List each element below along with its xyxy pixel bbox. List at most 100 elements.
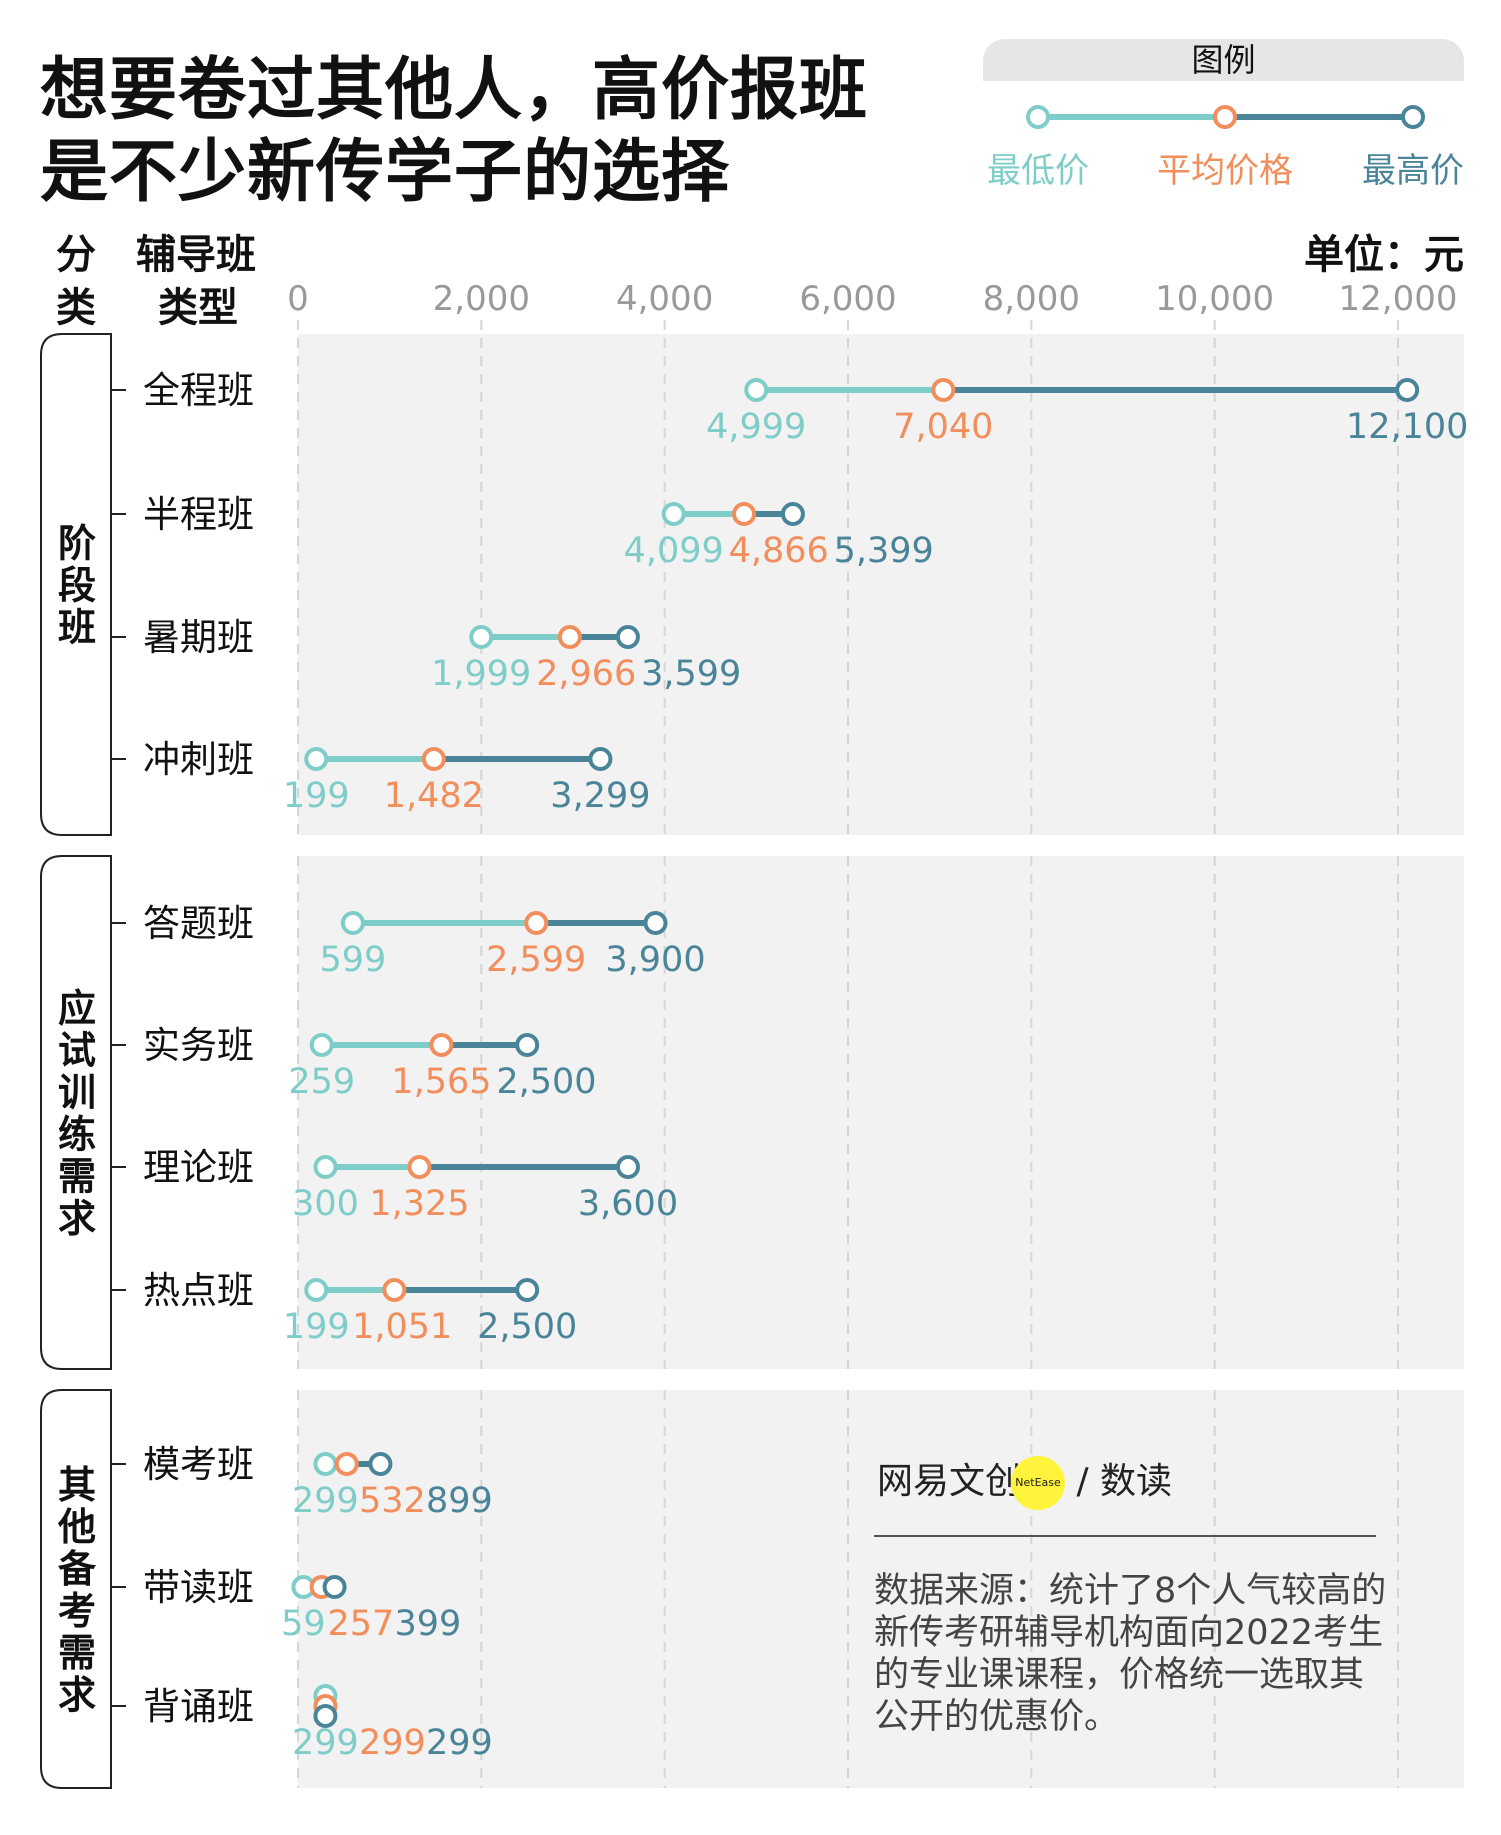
row-label: 实务班 [143,1024,254,1067]
value-label-avg: 4,866 [729,531,829,571]
value-label-max: 299 [426,1723,493,1763]
group-label-char: 训 [58,1071,96,1115]
row-label: 暑期班 [143,616,254,659]
logo-badge: NetEase [1011,1456,1066,1510]
marker-avg [382,1278,407,1302]
marker-min [661,502,686,526]
row-label: 模考班 [143,1443,254,1486]
marker-max [322,1575,347,1599]
marker-avg [524,911,549,935]
group-label-char: 其 [58,1463,96,1507]
value-label-max: 12,100 [1346,407,1468,447]
marker-max [588,747,613,771]
value-label-max: 3,900 [605,940,705,980]
marker-min [469,625,494,649]
value-label-max: 2,500 [477,1307,577,1347]
value-label-avg: 1,325 [369,1184,469,1224]
marker-avg [931,378,956,402]
panel-background [298,334,1464,835]
value-label-min: 59 [281,1604,326,1644]
logo-text: 网易文创 [877,1461,1022,1502]
group-label-char: 考 [58,1589,96,1633]
row-label: 冲刺班 [143,738,254,781]
marker-max [643,911,668,935]
value-label-avg: 2,966 [536,654,636,694]
legend-label-max: 最高价 [1362,151,1464,191]
marker-max [368,1452,393,1476]
value-label-min: 4,099 [624,531,724,571]
marker-avg [429,1033,454,1057]
x-tick-label: 10,000 [1155,279,1274,319]
x-tick-label: 12,000 [1339,279,1458,319]
legend-label-avg: 平均价格 [1157,151,1293,191]
marker-min [304,1278,329,1302]
value-label-avg: 1,051 [352,1307,452,1347]
value-label-max: 899 [426,1481,493,1521]
marker-min [304,747,329,771]
value-label-min: 1,999 [431,654,531,694]
value-label-min: 299 [292,1481,359,1521]
marker-max [616,1155,640,1179]
group-bracket [40,333,112,836]
row-label: 答题班 [143,902,254,945]
value-label-max: 2,500 [496,1062,596,1102]
marker-max [515,1278,540,1302]
value-label-min: 199 [283,776,350,816]
group-bracket [40,855,112,1370]
divider [874,1535,1376,1537]
marker-min [744,378,769,402]
group-label-char: 练 [58,1113,96,1157]
value-label-avg: 1,565 [391,1062,491,1102]
marker-avg [557,625,582,649]
value-label-avg: 532 [359,1481,426,1521]
marker-avg [334,1452,359,1476]
row-label: 半程班 [143,493,254,536]
header-type-1: 辅导班 [136,232,256,278]
logo: 网易文创NetEase / 数读 [877,1452,1172,1510]
logo-suffix: / 数读 [1076,1461,1173,1502]
group-label-char: 应 [58,987,96,1031]
marker-min [340,911,365,935]
group-label-char: 求 [58,1673,96,1717]
value-label-max: 399 [395,1604,462,1644]
header-category-1: 分 [56,232,96,278]
group-label-char: 阶 [58,522,96,566]
group-label-char: 试 [58,1029,96,1073]
panel-background [298,856,1464,1369]
marker-avg [732,502,757,526]
x-tick-label: 8,000 [983,279,1080,319]
panel-background [298,1390,1464,1788]
marker-max [780,502,805,526]
value-label-min: 599 [320,940,387,980]
source-note: 数据来源：统计了8个人气较高的新传考研辅导机构面向2022考生的专业课课程，价格… [874,1571,1387,1737]
legend-marker-avg [1213,105,1237,129]
marker-min [313,1155,338,1179]
marker-max [1395,378,1420,402]
row-label: 带读班 [143,1566,254,1609]
group-bracket [40,1389,112,1789]
unit-label: 单位：元 [1304,232,1464,278]
value-label-max: 5,399 [834,531,934,571]
marker-min [309,1033,334,1057]
value-label-avg: 257 [328,1604,395,1644]
value-label-avg: 7,040 [893,407,993,447]
value-label-avg: 1,482 [384,776,484,816]
group-label-char: 需 [58,1631,96,1675]
value-label-min: 299 [292,1723,359,1763]
marker-max [313,1704,338,1728]
row-label: 理论班 [143,1146,254,1189]
marker-min [313,1452,338,1476]
group-label-char: 备 [58,1547,97,1591]
value-label-min: 300 [292,1184,359,1224]
x-tick-label: 6,000 [799,279,896,319]
header-category-2: 类 [56,285,96,331]
row-label: 全程班 [143,369,254,412]
group-label-char: 段 [58,564,96,608]
value-label-avg: 2,599 [486,940,586,980]
group-label-char: 需 [58,1155,96,1199]
value-label-min: 199 [283,1307,350,1347]
group-label-char: 他 [57,1505,96,1549]
chart-title-line-1: 想要卷过其他人，高价报班 [40,51,869,130]
header-type-2: 类型 [158,285,238,331]
